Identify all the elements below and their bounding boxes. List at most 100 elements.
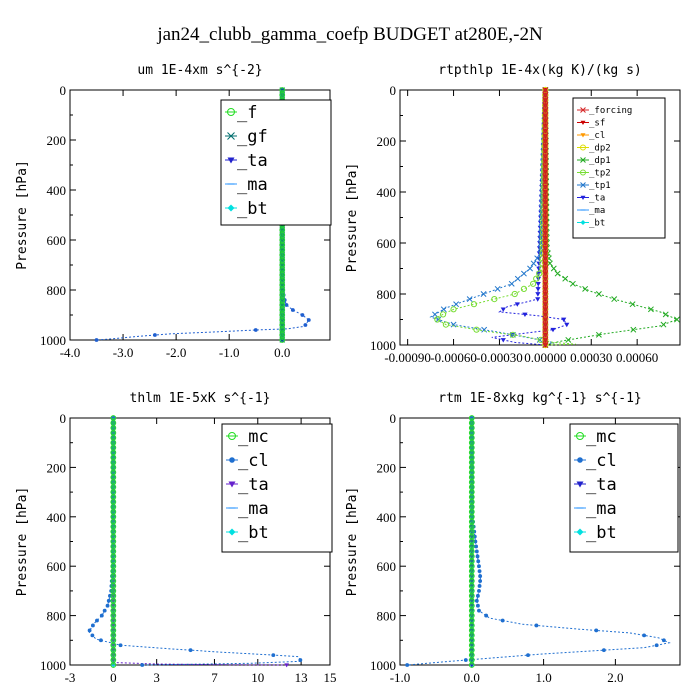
- series-point: [535, 281, 541, 287]
- legend-marker: [227, 157, 235, 164]
- legend-label: _dp1: [589, 156, 611, 166]
- x-tick-label: 0.00030: [570, 350, 612, 365]
- legend-marker: [580, 133, 586, 138]
- y-tick-label: 1000: [40, 333, 66, 348]
- series-point: [546, 260, 553, 267]
- series-point: [474, 549, 479, 554]
- series-point: [535, 292, 541, 297]
- y-tick-label: 400: [377, 185, 397, 200]
- legend-box: [569, 423, 679, 553]
- panel-2: rtpthlp 1E-4x(kg K)/(kg s) Pressure [hPa]…: [345, 63, 681, 365]
- series-line: [544, 89, 679, 346]
- legend-marker: [580, 157, 586, 163]
- y-tick-label: 600: [47, 559, 67, 574]
- panel-title: um 1E-4xm s^{-2}: [137, 63, 262, 78]
- panel-1: um 1E-4xm s^{-2} Pressure [hPa] 0 200 400 600…: [15, 63, 332, 360]
- series-point: [484, 613, 489, 618]
- x-tick-label: 0.0: [464, 670, 480, 685]
- series-point: [474, 544, 479, 549]
- y-axis-label: Pressure [hPa]: [345, 487, 360, 597]
- series-point: [661, 638, 666, 643]
- series-point: [87, 628, 92, 633]
- series-point: [562, 275, 569, 282]
- series-point: [660, 321, 667, 328]
- series-point: [611, 296, 618, 303]
- y-tick-label: 400: [47, 510, 67, 525]
- series-line: [112, 418, 287, 666]
- series-point: [90, 633, 95, 638]
- series-point: [298, 658, 303, 662]
- series-point: [188, 648, 193, 653]
- series-line: [429, 89, 555, 346]
- series-point: [508, 280, 515, 287]
- panel-title: thlm 1E-5xK s^{-1}: [130, 391, 271, 406]
- legend-label: _cl: [589, 131, 605, 141]
- series-point: [550, 265, 557, 272]
- series-point: [432, 311, 438, 318]
- legend-marker: [227, 132, 235, 140]
- series-point: [478, 574, 483, 579]
- series-point: [440, 306, 447, 313]
- panel-title: rtm 1E-8xkg kg^{-1} s^{-1}: [438, 391, 642, 406]
- y-tick-label: 200: [47, 133, 67, 148]
- series-point: [494, 285, 501, 292]
- series-point: [477, 588, 481, 593]
- series-point: [533, 275, 540, 282]
- series-line: [491, 89, 568, 346]
- x-tick-label: -2.0: [166, 345, 187, 360]
- series-point: [662, 311, 669, 318]
- panel-4: rtm 1E-8xkg kg^{-1} s^{-1} Pressure [hPa]…: [345, 391, 681, 685]
- series-point: [535, 297, 541, 302]
- x-tick-label: 1.0: [535, 670, 551, 685]
- series-point: [673, 316, 680, 323]
- y-tick-label: 600: [47, 233, 67, 248]
- series-point: [536, 270, 543, 277]
- x-tick-label: -1.0: [390, 670, 411, 685]
- y-axis-label: Pressure [hPa]: [15, 160, 30, 270]
- legend-marker: [228, 481, 236, 488]
- legend-label: _mc: [586, 427, 617, 447]
- legend-label: _dp2: [589, 144, 611, 154]
- series-point: [95, 618, 99, 623]
- y-tick-label: 1000: [370, 658, 396, 673]
- series-ta: [491, 88, 570, 348]
- y-tick-label: 0: [390, 83, 397, 98]
- legend-label: _f: [237, 103, 257, 123]
- legend-box: [572, 97, 666, 239]
- legend-label: _bt: [589, 219, 605, 229]
- legend-marker: [580, 220, 586, 225]
- legend-marker: [576, 432, 584, 440]
- panel-3: thlm 1E-5xK s^{-1} Pressure [hPa] 0 200 400 6…: [15, 391, 337, 685]
- y-tick-label: 400: [377, 510, 397, 525]
- legend-label: _sf: [589, 119, 605, 129]
- series-point: [271, 653, 276, 658]
- series-point: [500, 618, 505, 623]
- legend-marker: [580, 195, 586, 200]
- series-point: [601, 648, 606, 653]
- series-point: [94, 338, 99, 342]
- series-point: [654, 643, 659, 648]
- x-tick-label: 10: [251, 670, 264, 685]
- y-tick-label: 200: [377, 460, 397, 475]
- legend-marker: [228, 432, 236, 440]
- x-tick-label: 0.0: [274, 345, 290, 360]
- series-point: [477, 564, 481, 569]
- legend-label: _ta: [586, 475, 617, 495]
- legend: _mc _cl _ta _ma _bt: [221, 423, 333, 553]
- series-point: [463, 658, 468, 662]
- x-tick-label: 0: [110, 670, 117, 685]
- x-tick-label: -0.00060: [430, 350, 477, 365]
- legend-label: _ta: [237, 151, 268, 171]
- series-point: [550, 327, 556, 333]
- y-tick-label: 600: [377, 559, 397, 574]
- series-point: [530, 280, 537, 287]
- legend-marker: [580, 120, 586, 125]
- x-tick-label: 3: [153, 670, 160, 685]
- legend-label: _gf: [237, 127, 268, 147]
- series-point: [140, 663, 145, 667]
- series-point: [470, 301, 478, 308]
- series-point: [450, 321, 457, 328]
- series-point: [500, 307, 506, 312]
- series-point: [582, 285, 589, 292]
